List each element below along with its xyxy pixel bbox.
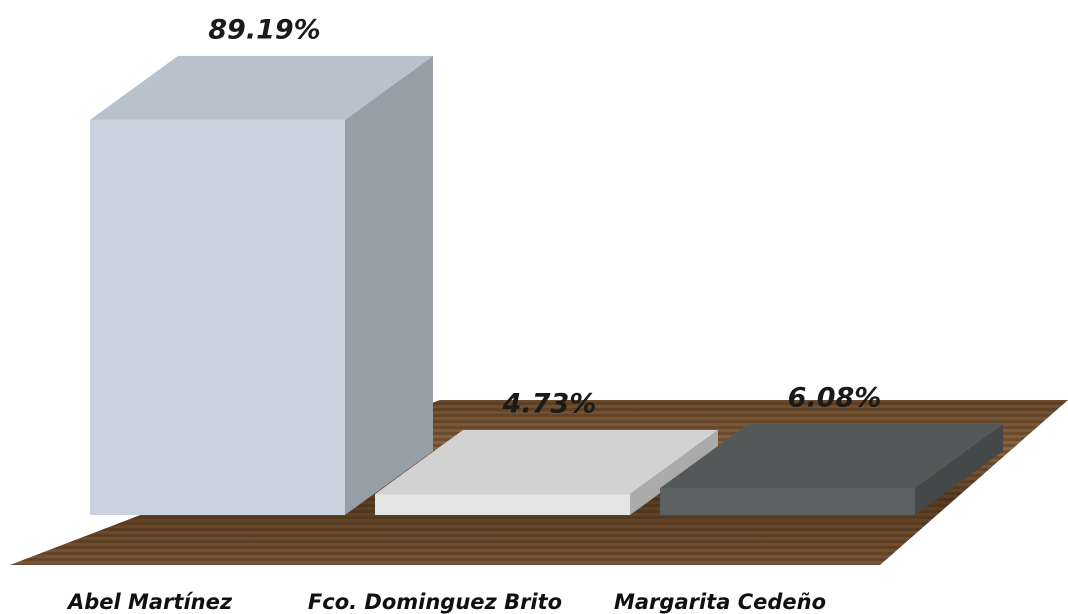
x-tick-label: Margarita Cedeño: [614, 590, 826, 614]
chart: 89.19% Abel Martínez 4.73% Fco. Dominguez B…: [0, 0, 1068, 614]
x-tick-label: Abel Martínez: [66, 590, 233, 614]
bar-side: [345, 56, 433, 515]
x-tick-label: Fco. Dominguez Brito: [308, 590, 562, 614]
bar-3d: [90, 56, 433, 515]
bar: [90, 120, 345, 515]
bar: [375, 494, 630, 515]
value-label: 6.08%: [788, 383, 882, 414]
value-label: 4.73%: [502, 389, 597, 420]
value-label: 89.19%: [208, 14, 320, 45]
page: 89.19% Abel Martínez 4.73% Fco. Dominguez B…: [0, 0, 1068, 614]
bar: [660, 488, 915, 515]
